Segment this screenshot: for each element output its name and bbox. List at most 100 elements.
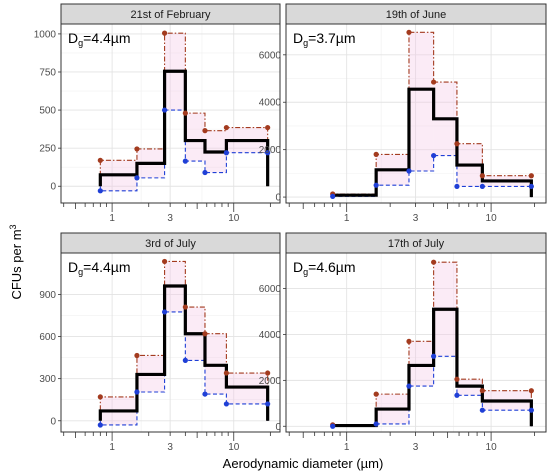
lower-bound-point: [454, 183, 460, 190]
upper-bound-point: [528, 388, 534, 394]
y-tick-label: 6000: [259, 284, 282, 295]
lower-bound-point: [330, 193, 336, 199]
x-tick-label: 10: [486, 213, 498, 224]
upper-bound-point: [97, 157, 103, 163]
upper-bound-point: [202, 128, 208, 134]
median-step-line: [98, 69, 270, 187]
lower-bound-point: [182, 357, 188, 363]
lower-bound-point: [431, 152, 437, 159]
facet-title: 19th of June: [386, 9, 447, 21]
y-tick-label: 250: [39, 144, 56, 155]
lower-bound-point: [528, 407, 534, 413]
lower-bound-point: [202, 391, 208, 397]
upper-bound-point: [134, 352, 140, 359]
upper-bound-point: [454, 141, 460, 147]
lower-bound-point: [406, 168, 412, 174]
upper-bound-point: [265, 124, 271, 131]
y-tick-label: 900: [39, 290, 56, 301]
upper-bound-point: [454, 376, 460, 382]
upper-bound-point: [528, 173, 534, 179]
y-tick-label: 0: [50, 182, 56, 193]
lower-bound-point: [406, 383, 412, 389]
facet-title: 3rd of July: [145, 238, 196, 250]
uncertainty-band: [185, 113, 205, 162]
upper-bound-point: [431, 259, 437, 265]
lower-bound-point: [479, 183, 485, 190]
lower-bound-point: [202, 169, 208, 176]
lower-bound-point: [528, 183, 534, 190]
panel-border: [285, 252, 547, 433]
upper-bound-point: [373, 391, 379, 397]
chart-panel: 3rd of July 0 300 600 900 1 3 10 Dg=4.4µm: [39, 232, 281, 453]
lower-bound-point: [223, 401, 229, 407]
upper-bound-point: [182, 304, 188, 310]
x-tick-label: 1: [109, 213, 115, 224]
upper-bound-point: [406, 338, 412, 344]
upper-bound-point: [202, 331, 208, 337]
chart-panel: 21st of February 0 250 500 750 1000 1 3 10 Dg=4.4…: [34, 3, 281, 224]
x-tick-label: 1: [109, 442, 115, 453]
lower-bound-point: [431, 353, 437, 359]
lower-bound-point: [161, 107, 168, 113]
y-tick-label: 300: [39, 374, 56, 385]
chart-panel: 19th of June 0 2000 4000 6000 1 3 10 Dg=3.7µm: [259, 3, 547, 224]
upper-bound-point: [134, 146, 140, 152]
geometric-mean-diameter-label: Dg=4.4µm: [68, 259, 131, 277]
lower-bound-point: [265, 401, 271, 407]
upper-bound-point: [223, 124, 229, 131]
lower-bound-point: [97, 188, 103, 194]
lower-bound-point: [373, 182, 379, 188]
x-tick-label: 1: [344, 442, 350, 453]
upper-bound-point: [223, 370, 229, 376]
upper-bound-point: [97, 394, 103, 400]
upper-bound-point: [479, 388, 485, 394]
y-tick-label: 4000: [259, 330, 282, 341]
y-tick-label: 2000: [259, 145, 282, 156]
x-tick-label: 10: [228, 213, 240, 224]
x-tick-label: 3: [413, 213, 419, 224]
x-tick-label: 3: [167, 442, 173, 453]
lower-bound-point: [97, 422, 103, 428]
upper-bound-point: [373, 151, 379, 157]
y-tick-label: 0: [50, 416, 56, 427]
x-tick-label: 3: [167, 213, 173, 224]
y-axis-title: CFUs per m3: [8, 224, 24, 299]
upper-bound-point: [161, 30, 168, 36]
panel-border: [285, 23, 547, 204]
x-axis-title: Aerodynamic diameter (µm): [223, 456, 384, 471]
upper-bound-point: [161, 258, 168, 265]
y-tick-label: 6000: [259, 50, 282, 61]
y-tick-label: 2000: [259, 376, 282, 387]
y-tick-label: 1000: [34, 29, 57, 40]
x-tick-label: 3: [413, 442, 419, 453]
y-tick-label: 750: [39, 67, 56, 78]
lower-bound-point: [265, 150, 271, 156]
lower-bound-point: [223, 150, 229, 156]
upper-bound-point: [265, 370, 271, 376]
x-tick-label: 1: [344, 213, 350, 224]
x-tick-label: 10: [228, 442, 240, 453]
chart-panel: 17th of July 0 2000 4000 6000 1 3 10 Dg=4.6µm: [259, 232, 547, 453]
upper-bound-point: [406, 29, 412, 35]
y-tick-label: 500: [39, 106, 56, 117]
lower-bound-point: [454, 392, 460, 398]
upper-bound-point: [479, 173, 485, 179]
lower-bound-point: [373, 421, 379, 427]
uncertainty-band: [408, 341, 434, 387]
y-tick-label: 600: [39, 332, 56, 343]
facet-title: 21st of February: [130, 9, 211, 21]
geometric-mean-diameter-label: Dg=3.7µm: [293, 30, 356, 48]
geometric-mean-diameter-label: Dg=4.6µm: [293, 259, 356, 277]
lower-bound-point: [182, 158, 188, 164]
y-tick-label: 0: [275, 193, 281, 204]
geometric-mean-diameter-label: Dg=4.4µm: [68, 30, 131, 48]
x-tick-label: 10: [486, 442, 498, 453]
y-tick-label: 4000: [259, 98, 282, 109]
y-axis-title-main: CFUs per m: [9, 229, 24, 299]
uncertainty-band: [408, 32, 434, 171]
lower-bound-point: [330, 423, 336, 429]
lower-bound-point: [161, 309, 168, 315]
y-axis-title-superscript: 3: [8, 224, 18, 229]
upper-bound-point: [182, 110, 188, 116]
